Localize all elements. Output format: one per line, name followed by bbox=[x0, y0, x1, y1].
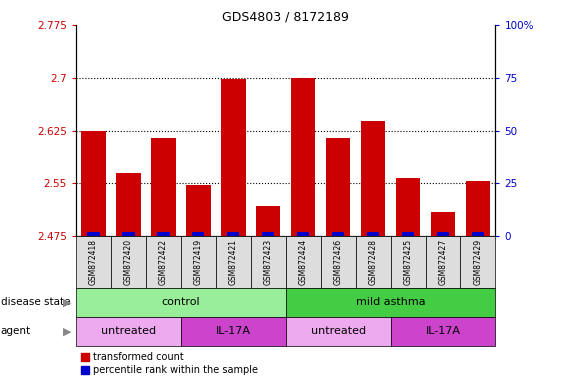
FancyBboxPatch shape bbox=[285, 317, 391, 346]
Bar bbox=[431, 212, 455, 236]
Bar bbox=[87, 232, 100, 236]
FancyBboxPatch shape bbox=[111, 236, 146, 288]
Bar bbox=[192, 232, 204, 236]
FancyBboxPatch shape bbox=[76, 236, 111, 288]
Bar bbox=[367, 232, 379, 236]
FancyBboxPatch shape bbox=[251, 236, 285, 288]
Text: control: control bbox=[162, 297, 200, 308]
FancyBboxPatch shape bbox=[285, 288, 495, 317]
Text: untreated: untreated bbox=[311, 326, 366, 336]
Text: GSM872428: GSM872428 bbox=[369, 239, 378, 285]
Text: GSM872420: GSM872420 bbox=[124, 239, 133, 285]
Bar bbox=[256, 206, 280, 236]
Legend: transformed count, percentile rank within the sample: transformed count, percentile rank withi… bbox=[81, 353, 257, 375]
Text: GSM872419: GSM872419 bbox=[194, 239, 203, 285]
FancyBboxPatch shape bbox=[181, 317, 285, 346]
Text: GSM872425: GSM872425 bbox=[404, 239, 413, 285]
Bar bbox=[396, 178, 421, 236]
FancyBboxPatch shape bbox=[181, 236, 216, 288]
Bar bbox=[291, 78, 315, 236]
Text: GSM872418: GSM872418 bbox=[89, 239, 98, 285]
FancyBboxPatch shape bbox=[391, 236, 426, 288]
Bar bbox=[227, 232, 239, 236]
Bar bbox=[437, 232, 449, 236]
Bar bbox=[151, 137, 176, 236]
Text: GSM872424: GSM872424 bbox=[299, 239, 308, 285]
FancyBboxPatch shape bbox=[146, 236, 181, 288]
Bar bbox=[81, 131, 106, 236]
Bar bbox=[326, 137, 350, 236]
Bar bbox=[402, 232, 414, 236]
Bar bbox=[262, 232, 274, 236]
Text: GSM872427: GSM872427 bbox=[439, 239, 448, 285]
Text: GSM872426: GSM872426 bbox=[334, 239, 343, 285]
Text: ▶: ▶ bbox=[63, 297, 72, 308]
Text: disease state: disease state bbox=[1, 297, 70, 308]
FancyBboxPatch shape bbox=[356, 236, 391, 288]
Text: ▶: ▶ bbox=[63, 326, 72, 336]
Bar bbox=[332, 232, 344, 236]
Text: mild asthma: mild asthma bbox=[356, 297, 426, 308]
Text: untreated: untreated bbox=[101, 326, 156, 336]
Text: GSM872422: GSM872422 bbox=[159, 239, 168, 285]
Bar bbox=[472, 232, 484, 236]
FancyBboxPatch shape bbox=[76, 317, 181, 346]
Bar bbox=[116, 173, 141, 236]
Bar bbox=[122, 232, 135, 236]
FancyBboxPatch shape bbox=[461, 236, 495, 288]
Bar bbox=[221, 79, 245, 236]
Bar bbox=[157, 232, 169, 236]
Text: GSM872421: GSM872421 bbox=[229, 239, 238, 285]
Bar bbox=[186, 185, 211, 236]
FancyBboxPatch shape bbox=[76, 288, 285, 317]
Bar bbox=[361, 121, 385, 236]
Bar bbox=[466, 181, 490, 236]
Text: GSM872423: GSM872423 bbox=[263, 239, 272, 285]
FancyBboxPatch shape bbox=[391, 317, 495, 346]
FancyBboxPatch shape bbox=[285, 236, 321, 288]
FancyBboxPatch shape bbox=[321, 236, 356, 288]
FancyBboxPatch shape bbox=[216, 236, 251, 288]
FancyBboxPatch shape bbox=[426, 236, 461, 288]
Text: agent: agent bbox=[1, 326, 31, 336]
Title: GDS4803 / 8172189: GDS4803 / 8172189 bbox=[222, 11, 349, 24]
Text: IL-17A: IL-17A bbox=[216, 326, 251, 336]
Bar bbox=[297, 232, 309, 236]
Text: IL-17A: IL-17A bbox=[426, 326, 461, 336]
Text: GSM872429: GSM872429 bbox=[473, 239, 482, 285]
